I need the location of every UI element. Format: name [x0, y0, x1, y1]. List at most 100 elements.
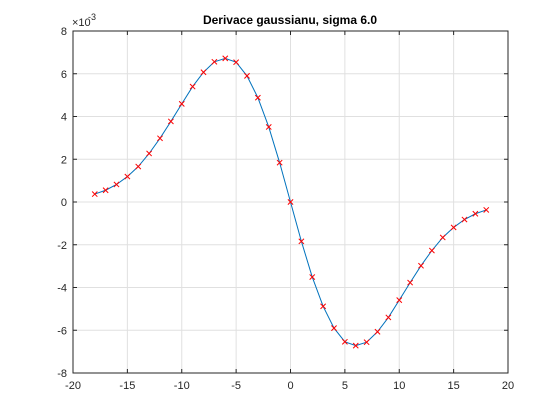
y-tick-label: 2 [61, 154, 67, 166]
marker-stroke [407, 279, 414, 286]
marker-stroke [244, 72, 250, 79]
data-point-marker [91, 191, 98, 198]
data-point-marker [254, 94, 261, 101]
data-point-marker [439, 234, 446, 241]
marker-stroke [385, 314, 392, 321]
y-tick-label: 4 [61, 112, 67, 124]
y-tick-label: -2 [57, 240, 67, 252]
y-exponent-power: -3 [88, 12, 96, 22]
data-point-marker [211, 58, 218, 65]
marker-stroke [124, 173, 131, 180]
marker-stroke [146, 150, 153, 157]
data-point-marker [363, 339, 370, 346]
x-tick-label: 20 [502, 380, 514, 392]
data-point-marker [178, 100, 185, 107]
x-tick-label: 5 [342, 380, 348, 392]
marker-stroke [331, 325, 337, 332]
data-point-marker [222, 55, 229, 62]
marker-stroke [287, 199, 294, 205]
x-tick-label: -5 [231, 380, 241, 392]
x-tick-label: -20 [65, 380, 81, 392]
marker-stroke [461, 216, 468, 223]
data-point-marker [320, 303, 327, 310]
y-tick-label: -8 [57, 368, 67, 380]
data-point-marker [102, 187, 109, 194]
marker-stroke [211, 58, 218, 65]
y-tick-label: 0 [61, 197, 67, 209]
data-point-marker [244, 72, 250, 79]
x-tick-labels: -20 -15 -10 -5 0 5 10 15 20 [65, 380, 514, 392]
series-markers [91, 55, 490, 349]
x-tick-label: 10 [393, 380, 405, 392]
data-point-marker [385, 314, 392, 321]
data-point-marker [418, 262, 424, 269]
marker-stroke [374, 328, 381, 335]
data-point-marker [374, 328, 381, 335]
marker-stroke [483, 206, 490, 213]
data-point-marker [276, 159, 283, 166]
marker-stroke [135, 163, 142, 170]
data-point-marker [233, 59, 240, 66]
data-point-marker [287, 199, 294, 205]
marker-stroke [309, 274, 316, 280]
marker-stroke [222, 55, 229, 62]
data-point-marker [428, 247, 435, 254]
marker-stroke [439, 234, 446, 241]
y-tick-label: 6 [61, 69, 67, 81]
marker-stroke [254, 94, 261, 101]
y-tick-label: -4 [57, 283, 67, 295]
marker-stroke [233, 59, 240, 66]
data-point-marker [200, 69, 207, 76]
marker-stroke [167, 118, 174, 125]
marker-stroke [428, 247, 435, 254]
data-point-marker [124, 173, 131, 180]
data-point-marker [483, 206, 490, 213]
marker-stroke [200, 69, 207, 76]
marker-stroke [472, 210, 479, 217]
data-point-marker [298, 238, 305, 245]
marker-stroke [352, 342, 359, 349]
marker-stroke [320, 303, 327, 310]
marker-stroke [418, 262, 424, 269]
y-tick-label: -6 [57, 325, 67, 337]
x-tick-label: -15 [119, 380, 135, 392]
data-point-marker [146, 150, 153, 157]
data-point-marker [352, 342, 359, 349]
data-point-marker [407, 279, 414, 286]
x-tick-label: 15 [448, 380, 460, 392]
x-tick-label: -10 [174, 380, 190, 392]
chart-title: Derivace gaussianu, sigma 6.0 [203, 13, 377, 27]
marker-stroke [113, 181, 120, 188]
data-point-marker [135, 163, 142, 170]
marker-stroke [91, 191, 98, 198]
marker-stroke [157, 135, 163, 142]
data-point-marker [265, 124, 272, 130]
data-point-marker [331, 325, 337, 332]
data-point-marker [189, 83, 196, 90]
data-point-marker [157, 135, 163, 142]
data-point-marker [396, 297, 403, 304]
marker-stroke [450, 224, 457, 231]
data-point-marker [113, 181, 120, 188]
marker-stroke [396, 297, 403, 304]
marker-stroke [298, 238, 305, 245]
y-tick-labels: -8 -6 -4 -2 0 2 4 6 8 [57, 26, 67, 380]
grid [72, 30, 509, 374]
marker-stroke [178, 100, 185, 107]
x-tick-label: 0 [287, 380, 293, 392]
data-point-marker [167, 118, 174, 125]
y-tick-label: 8 [61, 26, 67, 38]
data-point-marker [309, 274, 316, 280]
axes [72, 30, 509, 374]
y-exponent-label: ×10 [72, 17, 91, 29]
data-point-marker [450, 224, 457, 231]
marker-stroke [265, 124, 272, 130]
data-point-marker [341, 338, 348, 345]
data-point-marker [461, 216, 468, 223]
marker-stroke [102, 187, 109, 194]
marker-stroke [276, 159, 283, 166]
marker-stroke [341, 338, 348, 345]
marker-stroke [363, 339, 370, 346]
data-point-marker [472, 210, 479, 217]
